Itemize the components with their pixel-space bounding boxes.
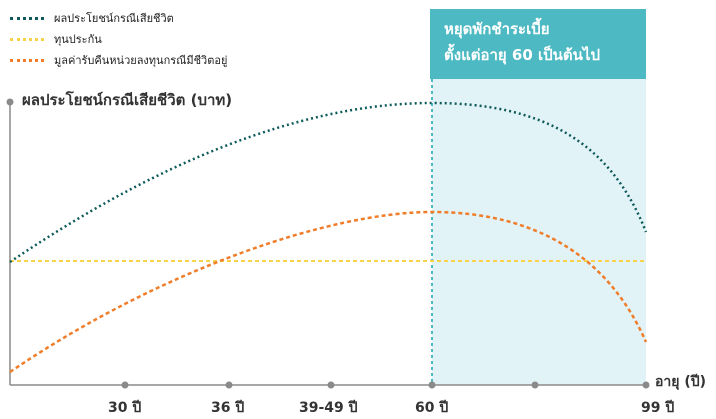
callout-line-1: หยุดพักชำระเบี้ย xyxy=(444,20,550,38)
legend-swatch xyxy=(10,38,44,41)
legend-label: มูลค่ารับคืนหน่วยลงทุนกรณีมีชีวิตอยู่ xyxy=(54,53,228,67)
tick-dot xyxy=(225,381,233,389)
tick-label-36: 36 ปี xyxy=(211,400,245,416)
y-axis-end-dot xyxy=(6,98,14,106)
tick-label-39-49: 39-49 ปี xyxy=(299,400,358,416)
legend: ผลประโยชน์กรณีเสียชีวิต ทุนประกัน มูลค่า… xyxy=(10,8,227,71)
tick-dot xyxy=(121,381,129,389)
payment-holiday-callout: หยุดพักชำระเบี้ย ตั้งแต่อายุ 60 เป็นต้นไ… xyxy=(430,9,646,79)
callout-line-2: ตั้งแต่อายุ 60 เป็นต้นไป xyxy=(444,46,600,64)
legend-item-sum-insured: ทุนประกัน xyxy=(10,29,227,50)
legend-label: ทุนประกัน xyxy=(54,32,102,46)
tick-dot xyxy=(531,381,539,389)
x-axis-end-dot xyxy=(642,381,650,389)
legend-item-death-benefit: ผลประโยชน์กรณีเสียชีวิต xyxy=(10,8,227,29)
tick-label-99: 99 ปี xyxy=(641,400,675,416)
legend-item-surrender-value: มูลค่ารับคืนหน่วยลงทุนกรณีมีชีวิตอยู่ xyxy=(10,50,227,71)
tick-dot xyxy=(327,381,335,389)
legend-swatch xyxy=(10,59,44,62)
post-60-highlight-region xyxy=(432,79,646,385)
x-axis-title: อายุ (ปี) xyxy=(655,374,707,390)
surrender-value-curve xyxy=(9,210,648,374)
tick-label-60: 60 ปี xyxy=(415,400,449,416)
tick-label-30: 30 ปี xyxy=(108,400,142,416)
legend-swatch xyxy=(10,17,44,20)
legend-label: ผลประโยชน์กรณีเสียชีวิต xyxy=(54,11,174,25)
y-axis-title: ผลประโยชน์กรณีเสียชีวิต (บาท) xyxy=(22,91,233,109)
death-benefit-curve xyxy=(9,101,648,264)
tick-dot xyxy=(428,381,436,389)
